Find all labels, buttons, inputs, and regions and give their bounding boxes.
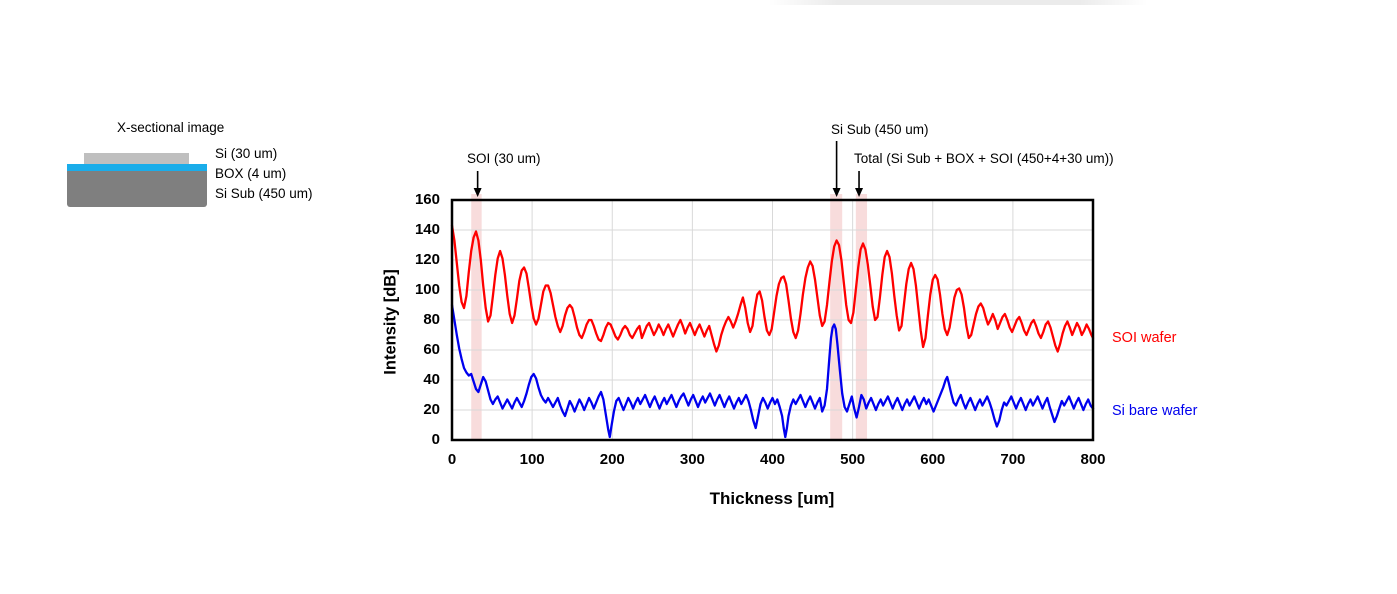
window-top-shadow [768,0,1148,5]
si-bare-wafer-line [450,303,1095,439]
x-tick-label: 500 [840,451,866,468]
y-tick-label: 120 [414,251,440,268]
x-tick-label: 0 [447,451,457,468]
layer-si [84,153,189,164]
y-tick-label: 100 [414,281,440,298]
soi-wafer-line [450,224,1095,353]
annotation-arrowhead [855,188,864,197]
x-axis-title: Thickness [um] [709,489,835,508]
x-tick-label: 100 [519,451,545,468]
y-tick-label: 60 [423,341,440,358]
annotation-arrowhead [473,188,482,197]
layer-si-sub-label: Si Sub (450 um) [215,186,313,201]
x-tick-label: 700 [1000,451,1026,468]
annotation-soi: SOI (30 um) [467,151,541,166]
x-tick-label: 200 [599,451,625,468]
highlight-band [471,194,482,439]
x-tick-label: 300 [679,451,705,468]
y-tick-label: 20 [423,401,440,418]
y-tick-label: 80 [423,311,440,328]
layer-box [67,164,207,171]
y-tick-label: 40 [423,371,440,388]
plot-frame [450,198,1095,442]
x-tick-label: 400 [759,451,786,468]
x-tick-label: 600 [920,451,946,468]
layer-box-label: BOX (4 um) [215,166,287,181]
legend-soi-wafer: SOI wafer [1112,330,1177,346]
y-tick-label: 140 [414,221,440,238]
annotation-arrowhead [832,188,841,197]
diagram-title: X-sectional image [117,120,225,135]
layer-si-label: Si (30 um) [215,146,278,161]
legend-si-bare-wafer: Si bare wafer [1112,403,1198,419]
highlight-band [855,194,868,439]
highlight-band [830,194,843,439]
y-tick-label: 160 [414,191,440,208]
y-tick-label: 0 [431,431,440,448]
x-tick-label: 800 [1080,451,1106,468]
layer-si-sub [67,171,207,207]
annotation-si-sub: Si Sub (450 um) [831,122,929,137]
annotation-total: Total (Si Sub + BOX + SOI (450+4+30 um)) [854,151,1114,166]
